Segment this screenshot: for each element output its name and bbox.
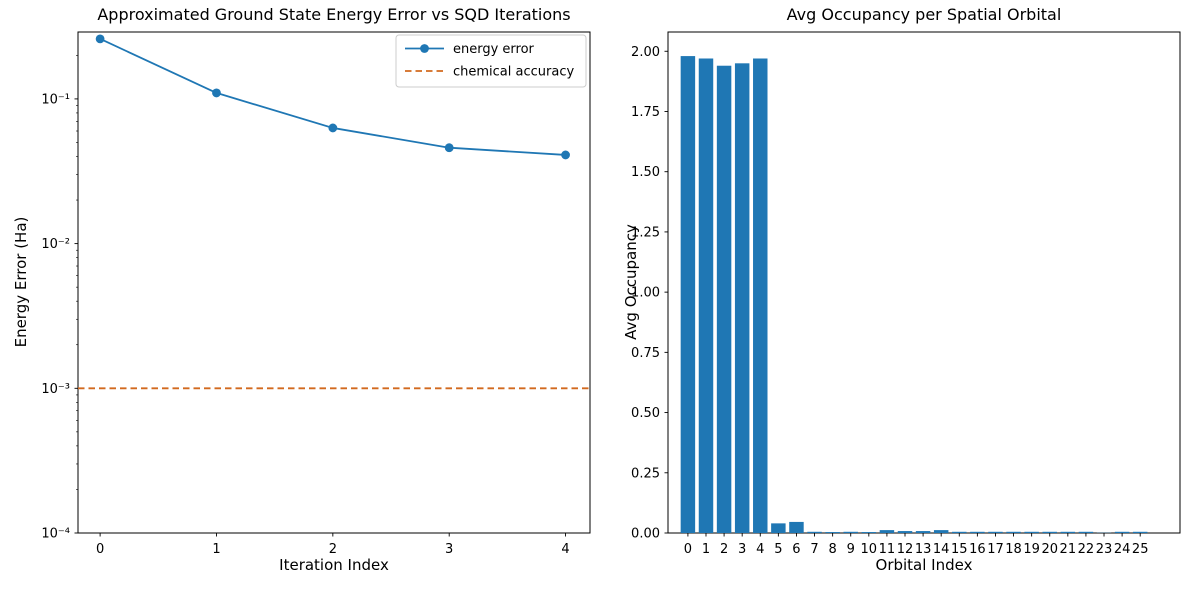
bar bbox=[988, 531, 1003, 533]
x-tick-label: 3 bbox=[738, 542, 746, 557]
x-tick-label: 2 bbox=[329, 542, 337, 557]
data-point-marker bbox=[561, 150, 570, 160]
bar bbox=[970, 531, 985, 533]
left-chart-ylabel: Energy Error (Ha) bbox=[12, 216, 30, 348]
bar bbox=[771, 523, 786, 533]
bar bbox=[680, 56, 696, 533]
y-tick-label: 0.25 bbox=[631, 466, 660, 481]
bar bbox=[1024, 531, 1039, 533]
legend-entry-chemical-accuracy: chemical accuracy bbox=[453, 65, 574, 80]
bar bbox=[734, 63, 750, 533]
y-tick-label: 10⁻¹ bbox=[41, 92, 70, 107]
bar bbox=[952, 531, 967, 533]
x-tick-label: 22 bbox=[1078, 542, 1095, 557]
x-tick-label: 20 bbox=[1041, 542, 1058, 557]
y-axis-ticks: 10⁻¹ 10⁻² 10⁻³ 10⁻⁴ bbox=[41, 92, 78, 542]
x-tick-label: 21 bbox=[1060, 542, 1077, 557]
x-tick-label: 16 bbox=[969, 542, 986, 557]
x-tick-label: 23 bbox=[1096, 542, 1113, 557]
x-tick-label: 5 bbox=[774, 542, 782, 557]
left-axes bbox=[77, 31, 591, 534]
axes-frame bbox=[77, 31, 591, 534]
y-axis-minor-ticks bbox=[76, 55, 78, 490]
bar bbox=[933, 530, 949, 533]
x-tick-label: 1 bbox=[212, 542, 220, 557]
energy-error-line-chart: 10⁻¹ 10⁻² 10⁻³ 10⁻⁴ 0 1 2 3 4 energy error chemica… bbox=[41, 31, 591, 557]
x-tick-label: 25 bbox=[1132, 542, 1149, 557]
x-tick-label: 1 bbox=[702, 542, 710, 557]
x-tick-label: 13 bbox=[915, 542, 932, 557]
data-point-marker bbox=[444, 143, 454, 153]
x-tick-label: 19 bbox=[1023, 542, 1040, 557]
data-point-marker bbox=[328, 123, 338, 133]
y-tick-label: 1.75 bbox=[631, 105, 660, 120]
x-tick-label: 24 bbox=[1114, 542, 1131, 557]
data-point-marker bbox=[95, 34, 105, 44]
x-axis-ticks: 0 1 2 3 4 bbox=[96, 533, 570, 557]
x-tick-label: 14 bbox=[933, 542, 950, 557]
y-axis-ticks: 0.00 0.25 0.50 0.75 1.00 1.25 1.50 1.75 2.00 bbox=[631, 45, 668, 542]
x-tick-label: 3 bbox=[445, 542, 453, 557]
legend-marker-sample bbox=[420, 44, 429, 53]
y-tick-label: 0.50 bbox=[631, 406, 660, 421]
x-tick-label: 0 bbox=[96, 542, 104, 557]
bar bbox=[879, 530, 895, 533]
data-point-marker bbox=[212, 88, 221, 98]
x-tick-label: 4 bbox=[561, 542, 569, 557]
right-chart-xlabel: Orbital Index bbox=[875, 556, 973, 574]
occupancy-bars bbox=[680, 56, 1148, 534]
bar bbox=[861, 532, 877, 533]
y-tick-label: 10⁻² bbox=[41, 237, 70, 252]
bar bbox=[1114, 531, 1130, 533]
x-tick-label: 9 bbox=[847, 542, 855, 557]
x-tick-label: 2 bbox=[720, 542, 728, 557]
bar bbox=[1078, 531, 1094, 533]
x-tick-label: 11 bbox=[879, 542, 896, 557]
x-tick-label: 10 bbox=[861, 542, 878, 557]
x-axis-ticks: 0 1 2 3 4 5 6 7 8 9 10 11 12 13 14 15 16 17 18 19 20 21 22 23 24… bbox=[684, 533, 1149, 557]
x-tick-label: 6 bbox=[792, 542, 800, 557]
y-tick-label: 10⁻³ bbox=[41, 382, 70, 397]
energy-error-series bbox=[95, 34, 570, 160]
bar bbox=[753, 58, 768, 534]
bar bbox=[897, 531, 913, 533]
bar bbox=[716, 65, 732, 533]
y-tick-label: 2.00 bbox=[631, 45, 660, 60]
x-tick-label: 4 bbox=[756, 542, 764, 557]
y-tick-label: 0.75 bbox=[631, 346, 660, 361]
y-tick-label: 10⁻⁴ bbox=[41, 527, 70, 542]
left-chart-title: Approximated Ground State Energy Error v… bbox=[97, 5, 571, 24]
bar bbox=[698, 58, 714, 534]
right-chart-title: Avg Occupancy per Spatial Orbital bbox=[786, 5, 1062, 24]
x-tick-label: 12 bbox=[897, 542, 914, 557]
bar bbox=[915, 531, 931, 533]
x-tick-label: 7 bbox=[810, 542, 818, 557]
left-chart-xlabel: Iteration Index bbox=[279, 556, 389, 574]
x-tick-label: 0 bbox=[684, 542, 692, 557]
y-tick-label: 1.25 bbox=[631, 225, 660, 240]
y-tick-label: 1.00 bbox=[631, 286, 660, 301]
legend: energy error chemical accuracy bbox=[395, 34, 587, 88]
bar bbox=[843, 531, 858, 533]
x-tick-label: 15 bbox=[951, 542, 968, 557]
occupancy-bar-chart: 0.000.250.500.751.001.251.501.752.000 1 2 3… bbox=[631, 31, 1181, 557]
bar bbox=[825, 532, 840, 533]
bar bbox=[1060, 531, 1076, 533]
x-tick-label: 18 bbox=[1005, 542, 1022, 557]
y-tick-label: 0.00 bbox=[631, 527, 660, 542]
bar bbox=[1006, 531, 1021, 533]
y-tick-label: 1.50 bbox=[631, 165, 660, 180]
x-tick-label: 17 bbox=[987, 542, 1004, 557]
bar bbox=[789, 521, 804, 533]
bar bbox=[1132, 531, 1148, 533]
bar bbox=[807, 531, 822, 533]
legend-entry-energy-error: energy error bbox=[453, 42, 535, 57]
x-tick-label: 8 bbox=[828, 542, 836, 557]
right-chart-ylabel: Avg Occupancy bbox=[622, 224, 640, 340]
bar bbox=[1042, 531, 1057, 533]
